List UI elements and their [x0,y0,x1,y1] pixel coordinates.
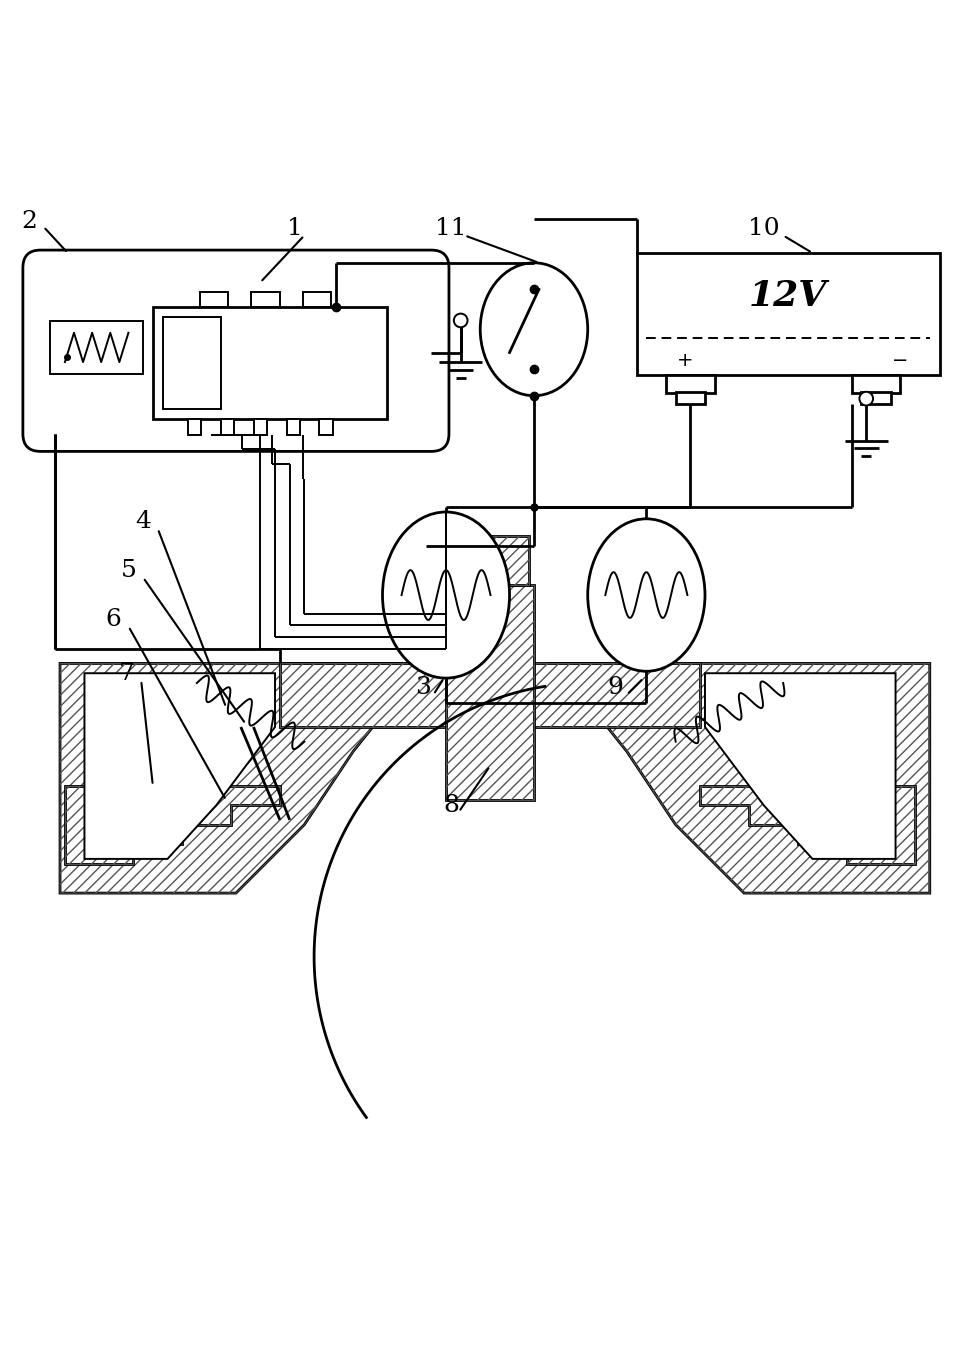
Polygon shape [549,664,930,893]
Bar [637,253,940,376]
Bar [319,419,332,434]
Text: 2: 2 [21,210,36,234]
Bar [861,392,891,404]
Text: 6: 6 [106,608,122,631]
Text: 7: 7 [119,661,134,684]
Text: 5: 5 [121,559,136,582]
Bar [163,317,221,410]
Polygon shape [705,673,896,859]
Bar [251,292,279,307]
Text: 9: 9 [608,676,623,699]
Polygon shape [280,664,700,727]
Text: 12V: 12V [749,279,827,313]
Circle shape [859,392,873,406]
Bar [200,292,228,307]
FancyBboxPatch shape [23,250,449,451]
Text: 4: 4 [135,511,151,533]
Polygon shape [446,585,534,800]
Bar [50,321,143,374]
Text: −: − [892,351,908,370]
Ellipse shape [382,512,510,678]
Bar [303,292,331,307]
Ellipse shape [480,262,588,396]
Bar [675,392,705,404]
Text: 8: 8 [443,794,459,817]
Bar [188,419,201,434]
Text: +: + [677,351,694,370]
Ellipse shape [588,519,705,671]
Bar [852,376,901,393]
Polygon shape [65,785,280,863]
Text: 3: 3 [416,676,431,699]
Text: 1: 1 [287,217,303,240]
Polygon shape [60,664,431,893]
Text: 10: 10 [748,217,779,240]
Text: 11: 11 [435,217,466,240]
Bar [153,307,387,419]
Bar [220,419,234,434]
Polygon shape [84,673,275,859]
Bar [286,419,300,434]
Polygon shape [700,785,915,863]
Polygon shape [451,537,529,585]
Bar [254,419,267,434]
Circle shape [454,314,467,328]
Bar [665,376,714,393]
